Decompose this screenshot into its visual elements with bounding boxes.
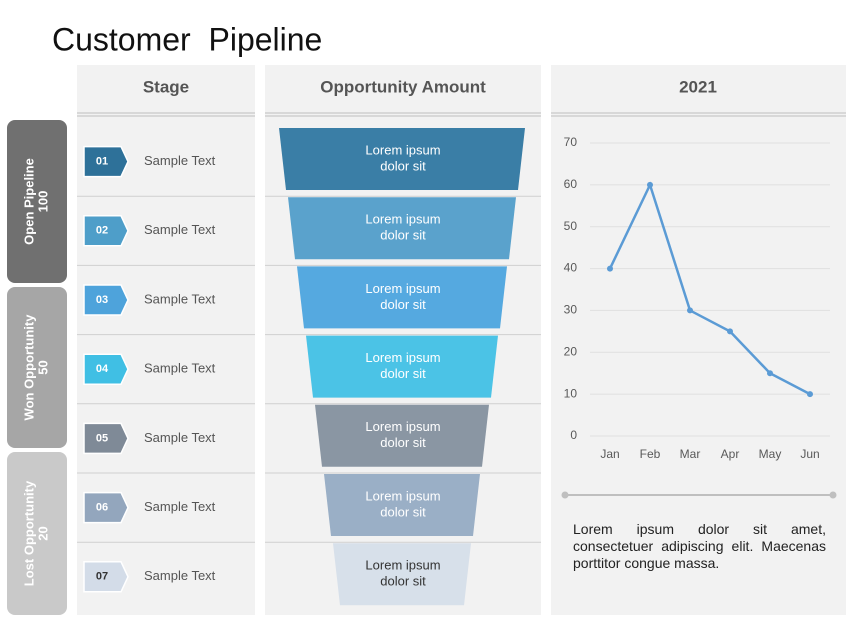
stage-text: Sample Text bbox=[144, 222, 216, 237]
stage-badge bbox=[83, 353, 129, 385]
stage-number: 05 bbox=[96, 432, 108, 444]
stage-badge bbox=[83, 422, 129, 455]
y-tick-label: 50 bbox=[564, 219, 578, 233]
group-name: Lost Opportunity bbox=[21, 480, 36, 586]
stage-badge bbox=[83, 215, 129, 247]
divider-dot bbox=[829, 491, 837, 499]
stage-number: 03 bbox=[96, 294, 108, 306]
point bbox=[647, 181, 653, 188]
y-tick-label: 10 bbox=[564, 386, 578, 400]
group-box bbox=[7, 120, 67, 283]
stage-text: Sample Text bbox=[144, 153, 216, 168]
stage-number: 02 bbox=[96, 225, 108, 237]
funnel-text: Lorem ipsum bbox=[365, 488, 440, 503]
stage-number: 06 bbox=[96, 502, 108, 514]
note: Lorem ipsum dolor sit amet, consectetuer… bbox=[573, 521, 826, 571]
funnel-text: dolor sit bbox=[380, 574, 426, 589]
funnel-text: dolor sit bbox=[380, 297, 426, 312]
group-label: Lost Opportunity 20 bbox=[21, 480, 50, 586]
stage-text: Sample Text bbox=[144, 430, 216, 445]
funnel-segment bbox=[288, 197, 516, 260]
group-box bbox=[7, 452, 67, 615]
x-tick-label: Feb bbox=[640, 447, 661, 461]
stage-badge bbox=[83, 145, 129, 178]
x-tick-label: Mar bbox=[680, 447, 701, 461]
point bbox=[767, 370, 773, 377]
group-value: 100 bbox=[35, 191, 50, 213]
stage-number: 07 bbox=[96, 571, 108, 583]
y-tick-label: 60 bbox=[564, 177, 578, 191]
y-tick-label: 0 bbox=[570, 428, 577, 442]
x-tick-label: May bbox=[759, 447, 782, 461]
chart-panel bbox=[551, 65, 846, 615]
x-tick-label: Jan bbox=[600, 447, 619, 461]
funnel-segment bbox=[306, 335, 498, 398]
funnel-text: dolor sit bbox=[380, 366, 426, 381]
stage-badge bbox=[83, 284, 129, 316]
funnel-segment bbox=[324, 474, 480, 536]
funnel-text: Lorem ipsum bbox=[365, 212, 440, 227]
stage-text: Sample Text bbox=[144, 291, 216, 306]
stage-text: Sample Text bbox=[144, 499, 216, 514]
funnel-text: dolor sit bbox=[380, 158, 426, 173]
funnel-segment bbox=[315, 404, 489, 467]
line-series bbox=[608, 181, 811, 396]
opportunity-header: Opportunity Amount bbox=[320, 77, 486, 96]
funnel-text: Lorem ipsum bbox=[365, 281, 440, 296]
point bbox=[727, 328, 733, 335]
stage-header: Stage bbox=[143, 77, 189, 96]
group-label: Open Pipeline 100 bbox=[21, 158, 50, 245]
group-value: 50 bbox=[35, 360, 50, 374]
stage-text: Sample Text bbox=[144, 568, 216, 583]
x-tick-label: Jun bbox=[800, 447, 819, 461]
y-tick-label: 30 bbox=[564, 303, 578, 317]
group-value: 20 bbox=[35, 526, 50, 540]
group-name: Open Pipeline bbox=[21, 158, 36, 245]
stage-text: Sample Text bbox=[144, 361, 216, 376]
group-box bbox=[7, 287, 67, 448]
x-tick-label: Apr bbox=[721, 447, 740, 461]
point bbox=[807, 391, 813, 398]
group-name: Won Opportunity bbox=[21, 314, 36, 421]
funnel-text: dolor sit bbox=[380, 228, 426, 243]
group-label: Won Opportunity 50 bbox=[21, 314, 50, 421]
funnel-text: dolor sit bbox=[380, 435, 426, 450]
funnel-segment bbox=[333, 543, 471, 606]
header-rules bbox=[77, 112, 846, 117]
funnel-text: Lorem ipsum bbox=[365, 419, 440, 434]
slide-title: Customer Pipeline bbox=[52, 21, 322, 57]
funnel-text: Lorem ipsum bbox=[365, 350, 440, 365]
stage-badge bbox=[83, 561, 129, 593]
y-tick-label: 40 bbox=[564, 261, 578, 275]
stage-badge bbox=[83, 491, 129, 524]
y-tick-label: 20 bbox=[564, 344, 578, 358]
funnel-text: Lorem ipsum bbox=[365, 142, 440, 157]
stage-number: 01 bbox=[96, 156, 108, 168]
y-tick-label: 70 bbox=[564, 135, 578, 149]
stage-number: 04 bbox=[96, 363, 109, 375]
point bbox=[607, 265, 613, 272]
funnel-segment bbox=[297, 266, 507, 329]
chart-header: 2021 bbox=[679, 77, 717, 96]
point bbox=[687, 307, 693, 314]
funnel-text: dolor sit bbox=[380, 504, 426, 519]
funnel-text: Lorem ipsum bbox=[365, 558, 440, 573]
funnel-segment bbox=[279, 128, 525, 190]
divider-dot bbox=[561, 491, 569, 499]
